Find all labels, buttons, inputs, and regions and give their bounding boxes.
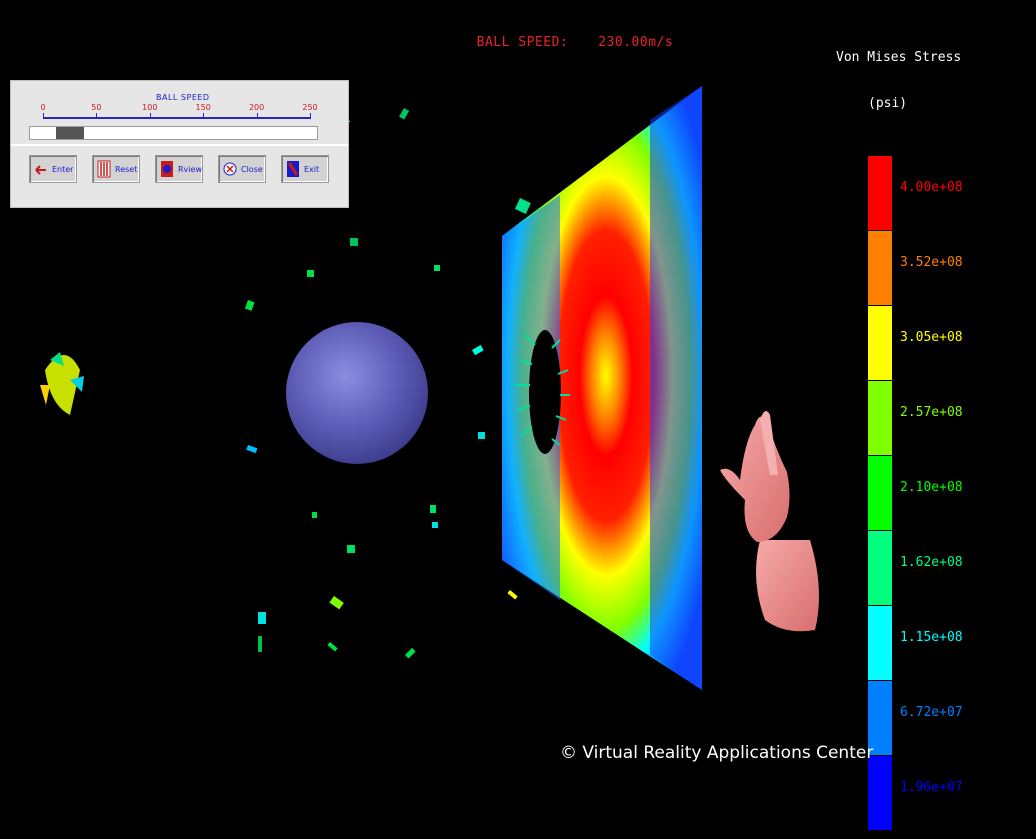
slider-tick <box>256 113 258 119</box>
impact-hole <box>529 330 561 454</box>
control-panel: BALL SPEED 0 50 100 150 200 250 Enter Reset Rvi… <box>10 80 349 208</box>
slider-tick <box>149 113 151 119</box>
legend-swatch <box>868 531 892 606</box>
rview-button[interactable]: Rview <box>155 155 203 183</box>
button-label: Exit <box>304 165 320 174</box>
button-label: Reset <box>115 165 138 174</box>
enter-arrow-icon <box>34 160 48 178</box>
slider-scale-line <box>43 117 310 119</box>
slider-tick-label: 50 <box>91 103 102 112</box>
slider-tick <box>310 113 311 119</box>
legend-unit: (psi) <box>868 96 908 111</box>
legend-label: 4.00e+08 <box>900 180 963 195</box>
legend-label: 1.62e+08 <box>900 555 963 570</box>
close-button[interactable]: Close <box>218 155 266 183</box>
enter-button[interactable]: Enter <box>29 155 77 183</box>
legend-label: 1.96e+07 <box>900 780 963 795</box>
slider-tick <box>96 113 98 119</box>
legend-swatch <box>868 756 892 831</box>
close-icon <box>223 160 237 178</box>
panel-separator <box>11 144 348 146</box>
slider-tick-label: 150 <box>195 103 211 112</box>
legend-label: 6.72e+07 <box>900 705 963 720</box>
copyright-text: © Virtual Reality Applications Center <box>560 743 874 763</box>
slider-tick <box>43 113 44 119</box>
exit-icon <box>286 160 300 178</box>
legend-swatch <box>868 231 892 306</box>
slider-thumb[interactable] <box>55 127 84 139</box>
legend-swatch <box>868 306 892 381</box>
exit-button[interactable]: Exit <box>281 155 329 183</box>
ball-speed-value: 230.00m/s <box>598 35 674 50</box>
rview-icon <box>160 160 174 178</box>
slider-tick-label: 200 <box>248 103 265 112</box>
slider-tick-label: 0 <box>40 103 46 112</box>
ball-speed-slider[interactable] <box>29 126 318 140</box>
reset-button[interactable]: Reset <box>92 155 140 183</box>
legend-swatch <box>868 156 892 231</box>
button-label: Close <box>241 165 263 174</box>
legend-label: 1.15e+08 <box>900 630 963 645</box>
hand-model <box>720 411 819 632</box>
legend-title: Von Mises Stress <box>836 50 962 65</box>
color-legend-bar <box>868 156 892 831</box>
slider-tick-label: 250 <box>302 103 318 112</box>
legend-swatch <box>868 381 892 456</box>
ball-speed-readout: BALL SPEED: 230.00m/s <box>460 20 673 50</box>
slider-tick <box>203 113 205 119</box>
debris-cluster-left <box>40 352 84 415</box>
legend-swatch <box>868 606 892 681</box>
legend-label: 3.05e+08 <box>900 330 963 345</box>
legend-label: 2.10e+08 <box>900 480 963 495</box>
ball <box>286 322 428 464</box>
slider-tick-label: 100 <box>142 103 158 112</box>
legend-label: 2.57e+08 <box>900 405 963 420</box>
legend-swatch <box>868 456 892 531</box>
button-label: Rview <box>178 165 202 174</box>
legend-swatch <box>868 681 892 756</box>
reset-bars-icon <box>97 160 111 178</box>
button-label: Enter <box>52 165 74 174</box>
slider-title: BALL SPEED <box>156 93 210 102</box>
ball-speed-label: BALL SPEED: <box>476 35 569 50</box>
legend-label: 3.52e+08 <box>900 255 963 270</box>
